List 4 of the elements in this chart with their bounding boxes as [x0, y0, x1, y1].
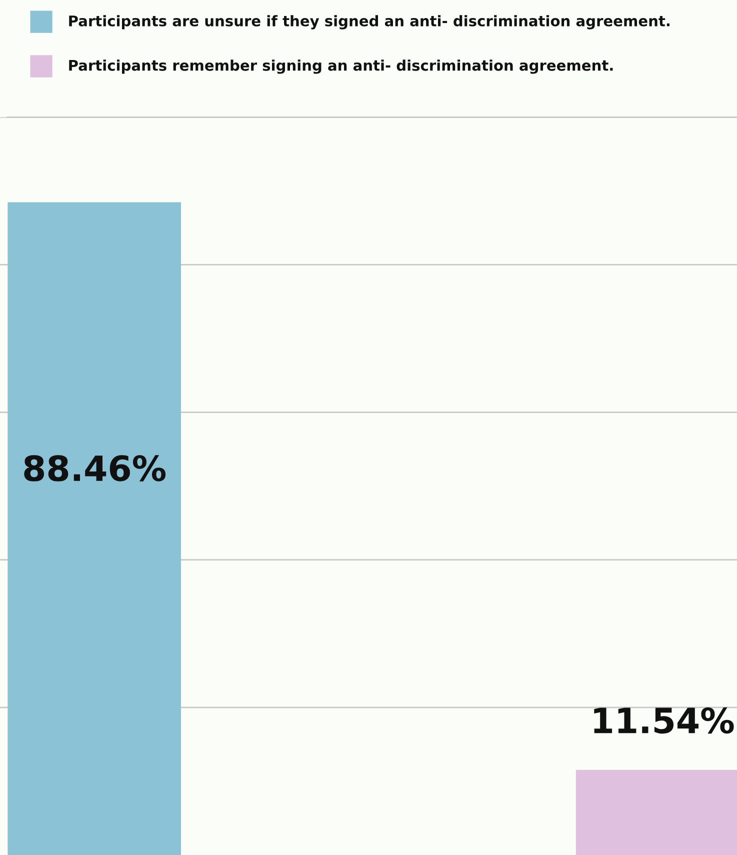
text: Participants remember signing an anti- discrimination agreement.: [69, 60, 613, 74]
data-label: 11.54%: [594, 707, 734, 734]
data-label: 88.46%: [24, 455, 166, 482]
text: Participants are unsure if they signed an anti- discrimination agreement.: [69, 15, 670, 30]
